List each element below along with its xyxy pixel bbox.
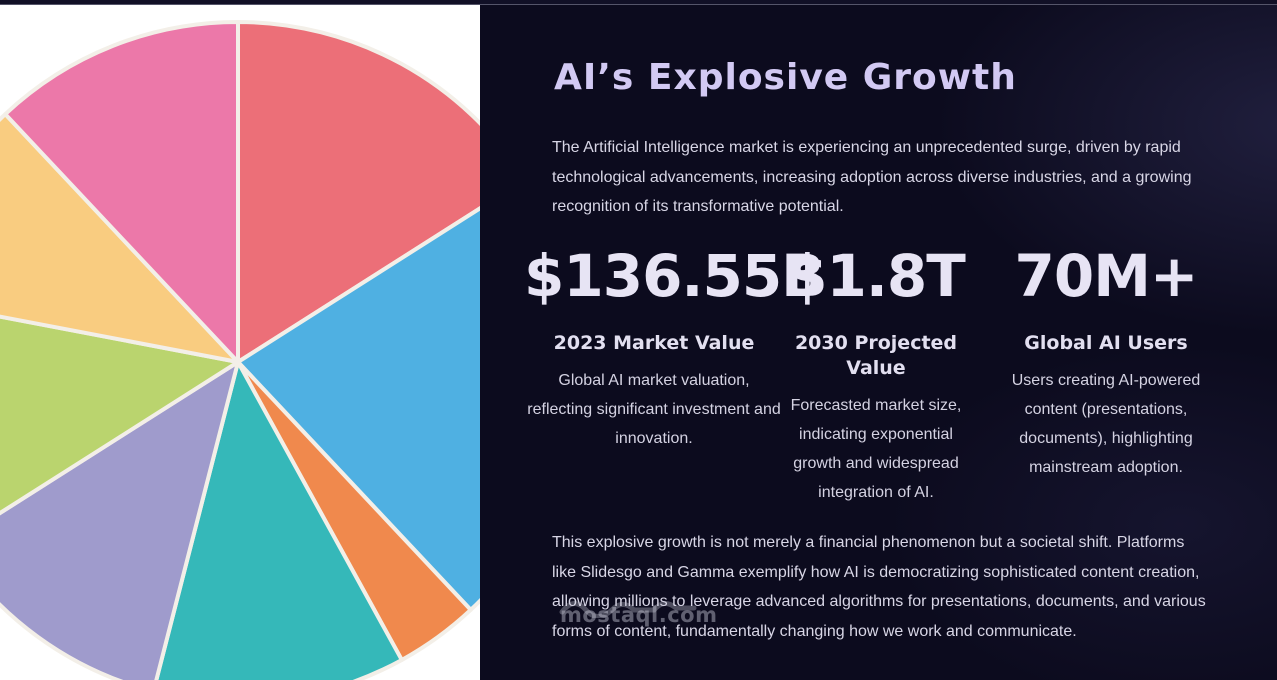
content-panel: AI’s Explosive Growth The Artificial Int… <box>480 5 1277 680</box>
watermark-logo-icon <box>559 601 697 618</box>
stat-projected-value: $1.8T 2030 Projected Value Forecasted ma… <box>776 243 976 507</box>
pie-chart-panel <box>0 5 480 680</box>
page-title: AI’s Explosive Growth <box>554 57 1017 98</box>
stat-description: Global AI market valuation, reflecting s… <box>527 372 781 447</box>
watermark: mostaql.com <box>560 603 718 627</box>
stat-description: Forecasted market size, indicating expon… <box>790 397 962 501</box>
intro-paragraph: The Artificial Intelligence market is ex… <box>552 139 1192 215</box>
stat-global-users: 70M+ Global AI Users Users creating AI-p… <box>988 243 1224 482</box>
top-bar <box>0 0 1277 5</box>
pie-slice <box>0 314 240 516</box>
stat-label: Global AI Users <box>1024 332 1188 354</box>
pie-slice <box>236 206 480 612</box>
stat-label: 2023 Market Value <box>553 332 755 354</box>
stat-description: Users creating AI-powered content (prese… <box>1011 372 1201 476</box>
pie-slice <box>3 20 240 364</box>
outro-paragraph: This explosive growth is not merely a fi… <box>552 534 1206 640</box>
stat-value: 70M+ <box>1014 242 1198 310</box>
stat-market-value: $136.55B 2023 Market Value Global AI mar… <box>524 242 825 453</box>
pie-chart <box>0 20 480 680</box>
pie-slice <box>236 20 480 364</box>
pie-slice <box>0 360 240 680</box>
stat-label: 2030 Projected Value <box>794 332 958 379</box>
stat-value: $1.8T <box>787 242 966 310</box>
stat-value: $136.55B <box>524 242 825 310</box>
